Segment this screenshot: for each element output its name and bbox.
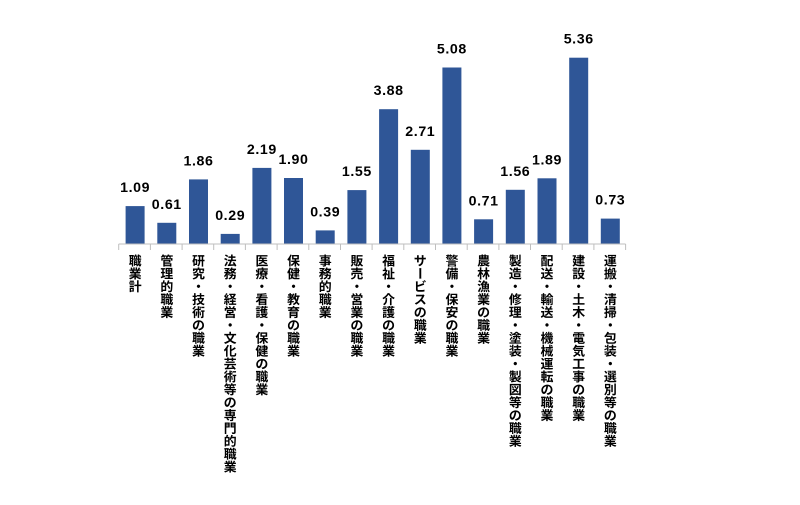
svg-text:1.90: 1.90 <box>278 152 308 168</box>
svg-text:5.08: 5.08 <box>437 42 467 58</box>
svg-text:0.61: 0.61 <box>152 197 182 213</box>
svg-text:1.89: 1.89 <box>532 152 562 168</box>
svg-text:5.36: 5.36 <box>564 32 594 48</box>
svg-text:1.86: 1.86 <box>183 153 213 169</box>
svg-text:0.29: 0.29 <box>215 208 245 224</box>
svg-text:1.56: 1.56 <box>500 164 530 180</box>
svg-text:2.19: 2.19 <box>247 142 277 158</box>
svg-text:3.88: 3.88 <box>374 83 404 99</box>
svg-text:0.73: 0.73 <box>595 193 625 209</box>
svg-text:0.71: 0.71 <box>469 193 499 209</box>
svg-text:0.39: 0.39 <box>310 204 340 220</box>
svg-text:1.09: 1.09 <box>120 180 150 196</box>
svg-text:1.55: 1.55 <box>342 164 372 180</box>
svg-text:2.71: 2.71 <box>405 124 435 140</box>
